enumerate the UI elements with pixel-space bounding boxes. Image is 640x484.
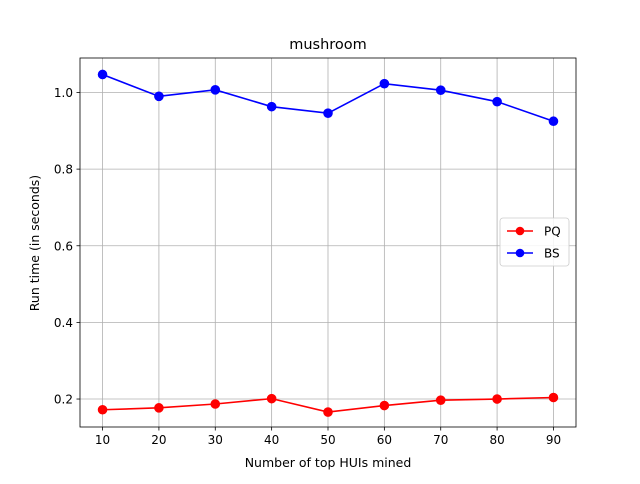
chart-title: mushroom bbox=[289, 37, 367, 53]
data-point-pq bbox=[548, 392, 559, 403]
x-tick-label: 70 bbox=[433, 433, 448, 447]
x-tick-label: 10 bbox=[95, 433, 110, 447]
x-axis-ticks: 10 20 30 40 50 60 70 80 90 bbox=[95, 427, 561, 447]
data-point-bs bbox=[154, 91, 164, 102]
series-pq bbox=[97, 392, 559, 417]
x-tick-label: 30 bbox=[208, 433, 223, 447]
y-tick-label: 0.6 bbox=[54, 239, 73, 253]
x-tick-label: 50 bbox=[320, 433, 335, 447]
x-tick-label: 90 bbox=[546, 433, 561, 447]
legend-label-bs: BS bbox=[544, 247, 560, 261]
data-point-pq bbox=[154, 403, 164, 413]
data-point-bs bbox=[379, 78, 390, 89]
legend-item-bs: BS bbox=[507, 247, 560, 261]
x-tick-label: 40 bbox=[264, 433, 279, 447]
legend: PQ BS bbox=[499, 217, 570, 267]
series-layer bbox=[97, 69, 559, 417]
data-point-pq bbox=[210, 399, 221, 409]
data-point-pq bbox=[97, 404, 108, 415]
data-point-pq bbox=[492, 394, 502, 404]
y-axis-label: Run time (in seconds) bbox=[27, 175, 42, 311]
series-bs bbox=[97, 69, 559, 127]
x-tick-label: 60 bbox=[377, 433, 392, 447]
x-tick-label: 20 bbox=[151, 433, 166, 447]
data-point-bs bbox=[492, 96, 502, 107]
data-point-pq bbox=[379, 400, 390, 411]
legend-marker-bs bbox=[515, 248, 525, 258]
y-tick-label: 0.2 bbox=[54, 393, 73, 407]
legend-item-pq: PQ bbox=[507, 225, 561, 239]
data-point-bs bbox=[97, 69, 108, 80]
y-axis-ticks: 0.2 0.4 0.6 0.8 1.0 bbox=[54, 86, 80, 407]
data-point-pq bbox=[323, 407, 333, 417]
data-point-bs bbox=[548, 116, 559, 127]
data-point-pq bbox=[266, 393, 277, 404]
data-point-bs bbox=[266, 101, 277, 112]
data-point-bs bbox=[210, 85, 221, 95]
data-point-pq bbox=[435, 395, 446, 405]
data-point-bs bbox=[323, 108, 333, 118]
y-tick-label: 1.0 bbox=[54, 86, 73, 100]
y-tick-label: 0.8 bbox=[54, 163, 73, 177]
x-tick-label: 80 bbox=[489, 433, 504, 447]
x-axis-label: Number of top HUIs mined bbox=[245, 455, 412, 470]
y-tick-label: 0.4 bbox=[54, 316, 73, 330]
legend-label-pq: PQ bbox=[544, 225, 561, 239]
legend-marker-pq bbox=[515, 226, 525, 236]
data-point-bs bbox=[435, 85, 446, 95]
